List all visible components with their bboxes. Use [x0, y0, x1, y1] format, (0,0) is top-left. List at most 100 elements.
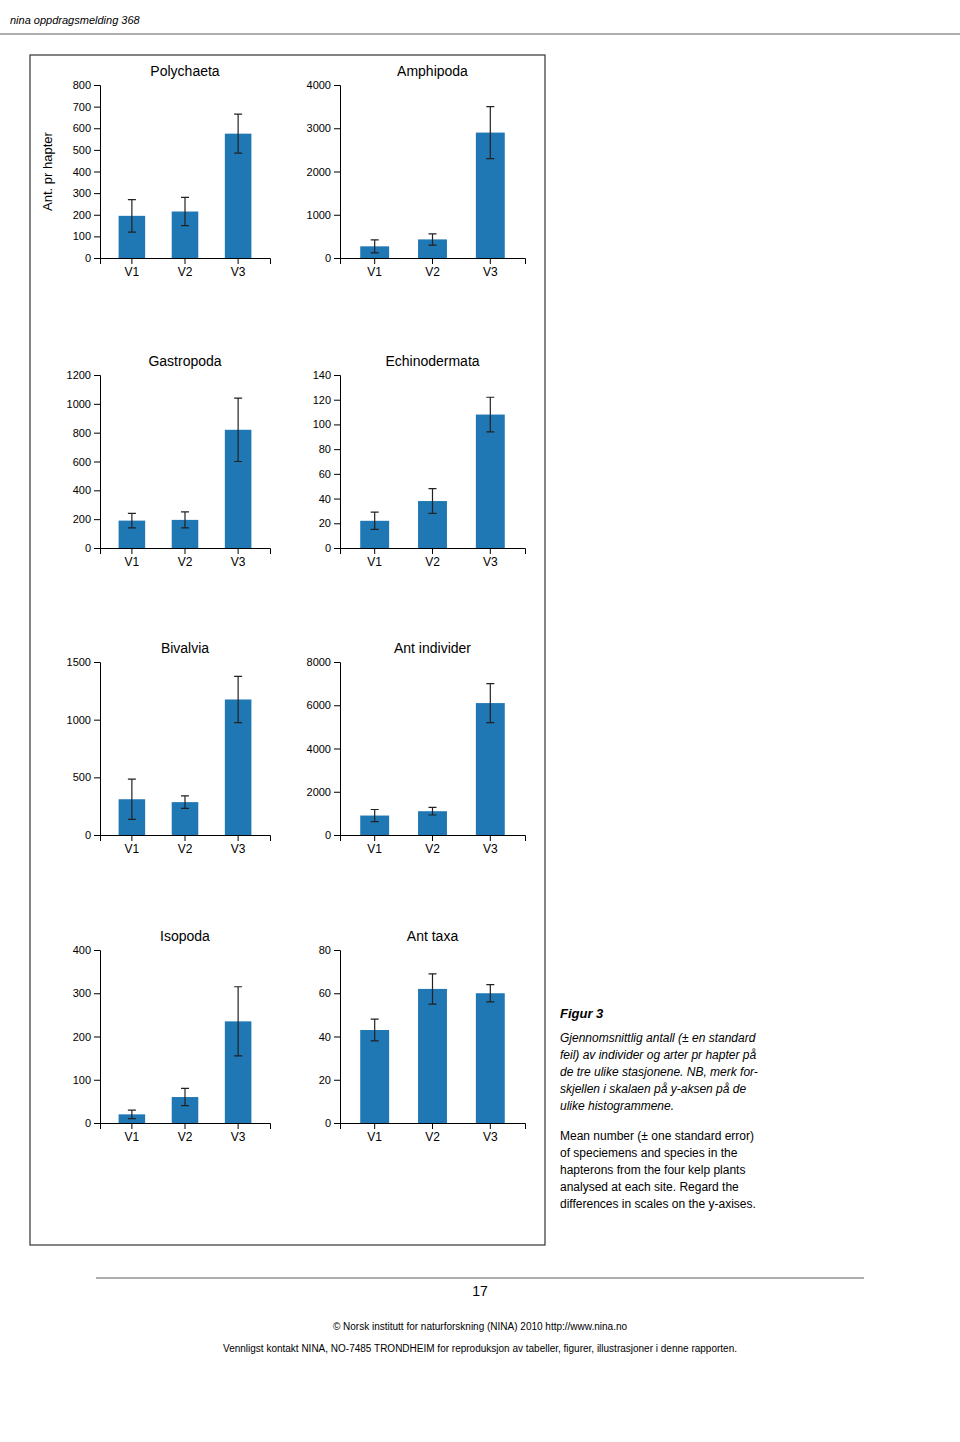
tick-label: 8000: [307, 656, 331, 668]
tick-label: 800: [73, 427, 91, 439]
chart: 01000200030004000V1V2V3Amphipoda: [307, 63, 526, 279]
tick: 0: [325, 542, 340, 554]
tick-label: 100: [313, 418, 331, 430]
tick-mark: [94, 258, 100, 259]
tick: 120: [313, 394, 340, 406]
footer-rule: [96, 1278, 864, 1279]
tick-label: 120: [313, 394, 331, 406]
tick: 500: [73, 144, 100, 156]
tick: 4000: [307, 79, 340, 91]
chart-title: Polychaeta: [150, 63, 219, 79]
tick: 0: [325, 829, 340, 841]
tick-mark: [94, 548, 100, 549]
tick: V1: [125, 1123, 140, 1144]
tick: 60: [319, 468, 340, 480]
tick-mark: [94, 85, 100, 86]
tick-mark: [334, 474, 340, 475]
caption-line: hapterons from the four kelp plants: [560, 1163, 745, 1177]
tick-label: 100: [73, 230, 91, 242]
axis-line: [341, 259, 526, 265]
tick-label: V2: [178, 265, 193, 279]
tick-label: 80: [319, 443, 331, 455]
tick-label: V1: [125, 555, 140, 569]
tick-label: 40: [319, 493, 331, 505]
y-axis: 020040060080010001200: [67, 369, 101, 554]
header-rule: [0, 34, 960, 35]
tick-mark: [334, 400, 340, 401]
tick: 100: [73, 1074, 100, 1086]
tick-mark: [131, 548, 132, 554]
tick-mark: [94, 215, 100, 216]
error-bar: [371, 809, 379, 821]
tick-mark: [334, 993, 340, 994]
tick-mark: [94, 375, 100, 376]
y-axis: 0100200300400: [73, 944, 101, 1129]
tick-mark: [334, 548, 340, 549]
chart: 020406080100120140V1V2V3Echinodermata: [313, 353, 526, 569]
page: nina oppdragsmelding 3680100200300400500…: [0, 0, 960, 1442]
error-bar: [429, 234, 437, 245]
marks: [119, 398, 252, 548]
tick-mark: [94, 519, 100, 520]
tick-mark: [94, 720, 100, 721]
y-axis: 050010001500: [67, 656, 101, 841]
caption-line: skjellen i skalaen på y-aksen på de: [560, 1082, 746, 1096]
bar: [476, 993, 505, 1123]
tick-label: V1: [367, 265, 382, 279]
tick: 1000: [307, 209, 340, 221]
page-header: nina oppdragsmelding 368: [10, 14, 141, 26]
axis-line: [101, 259, 271, 265]
caption-line: Gjennomsnittlig antall (± en standard: [560, 1031, 756, 1045]
tick-label: V3: [483, 555, 498, 569]
tick: V3: [231, 835, 246, 856]
axis-line: [341, 1124, 526, 1130]
tick: 800: [73, 79, 100, 91]
bar: [476, 415, 505, 548]
tick-label: 500: [73, 771, 91, 783]
tick-mark: [94, 172, 100, 173]
tick-mark: [334, 950, 340, 951]
tick: V1: [367, 548, 382, 569]
tick-label: 1000: [67, 398, 91, 410]
axis-line: [94, 951, 101, 1124]
tick: V1: [367, 835, 382, 856]
tick-label: 0: [325, 1117, 331, 1129]
axis-line: [101, 836, 271, 842]
tick-label: 2000: [307, 166, 331, 178]
tick-mark: [185, 1123, 186, 1129]
axis-line: [94, 663, 101, 836]
marks: [360, 107, 505, 258]
tick-mark: [94, 950, 100, 951]
tick-label: V2: [178, 842, 193, 856]
chart-title: Echinodermata: [385, 353, 479, 369]
x-axis: V1V2V3: [101, 548, 271, 569]
tick: V1: [367, 258, 382, 279]
y-axis: 020406080100120140: [313, 369, 341, 554]
tick: 200: [73, 513, 100, 525]
tick-mark: [94, 662, 100, 663]
tick-mark: [131, 835, 132, 841]
error-bar: [371, 512, 379, 529]
tick: 80: [319, 443, 340, 455]
tick: 400: [73, 484, 100, 496]
tick-mark: [334, 1080, 340, 1081]
axis-line: [334, 376, 341, 549]
tick-label: V3: [231, 1130, 246, 1144]
tick: 40: [319, 493, 340, 505]
tick-label: 80: [319, 944, 331, 956]
chart-title: Ant individer: [394, 640, 471, 656]
x-axis: V1V2V3: [341, 258, 526, 279]
chart: 050010001500V1V2V3Bivalvia: [67, 640, 271, 856]
y-axis: 0100200300400500600700800: [73, 79, 101, 264]
tick-mark: [185, 258, 186, 264]
tick: V1: [125, 548, 140, 569]
figure-frame: [30, 55, 545, 1245]
tick-mark: [334, 662, 340, 663]
tick-mark: [131, 258, 132, 264]
tick: 2000: [307, 786, 340, 798]
tick-label: V1: [367, 1130, 382, 1144]
tick-label: V1: [125, 842, 140, 856]
axis-line: [341, 836, 526, 842]
tick: 8000: [307, 656, 340, 668]
tick: 500: [73, 771, 100, 783]
